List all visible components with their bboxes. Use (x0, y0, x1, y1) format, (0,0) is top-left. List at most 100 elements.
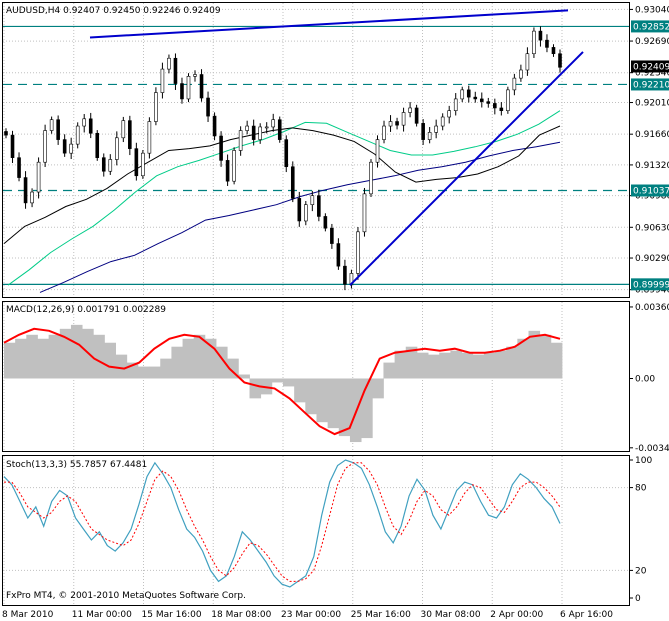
candle-body (427, 132, 432, 140)
grid (3, 3, 629, 605)
candle-body (362, 193, 367, 233)
candle-body (154, 92, 158, 122)
candle-body (82, 118, 87, 127)
candle-body (180, 83, 184, 100)
candle-body (290, 166, 295, 199)
y-tick-label: -0.00349 (635, 444, 669, 454)
candle-body (75, 125, 80, 145)
y-tick-label: 0.89940 (635, 286, 669, 296)
macd-bar (416, 352, 429, 379)
macd-bar (171, 346, 183, 379)
price-title: AUDUSD,H4 0.92407 0.92450 0.92246 0.9240… (6, 6, 221, 16)
macd-bar (26, 334, 38, 379)
candle-body (558, 53, 562, 68)
candle-body (167, 57, 171, 70)
macd-bar (283, 378, 295, 387)
candle-body (330, 227, 334, 244)
macd-bar (338, 378, 351, 437)
candle-body (206, 97, 210, 117)
macd-bar (483, 352, 496, 379)
y-tick-label: 0 (635, 594, 641, 604)
copyright-text: FxPro MT4, © 2001-2010 MetaQuotes Softwa… (6, 591, 246, 601)
candle-body (343, 265, 347, 285)
candle-body (440, 116, 445, 127)
macd-bar (316, 378, 329, 423)
candle-body (219, 135, 223, 161)
candle-body (499, 107, 504, 111)
candle-body (264, 126, 269, 129)
candle-body (225, 160, 230, 182)
candle-body (277, 119, 282, 140)
candle-body (173, 57, 178, 84)
macd-bar (271, 378, 284, 383)
candle-body (56, 119, 60, 140)
y-tick-label: 0.91320 (635, 161, 669, 171)
candle-body (382, 125, 386, 140)
macd-bar (59, 328, 72, 379)
macd-bar (160, 358, 172, 379)
candle-body (453, 98, 458, 111)
price-tag-box (631, 278, 669, 291)
candle-body (421, 123, 425, 140)
price-tag-box (631, 184, 669, 197)
macd-bar (48, 334, 61, 379)
candle-body (414, 107, 419, 124)
macd-bar (37, 338, 50, 379)
price-tag-label: 0.89999 (633, 280, 669, 290)
macd-series (3, 324, 563, 443)
candle-body (212, 115, 217, 137)
x-tick-label: 23 Mar 00:00 (281, 610, 341, 620)
stoch-signal-line (4, 462, 561, 582)
candle-body (62, 139, 67, 154)
candle-body (538, 30, 543, 41)
macd-bar (15, 338, 27, 379)
stoch-series (3, 459, 561, 588)
y-tick-label: 0.92010 (635, 99, 669, 109)
macd-bar (394, 350, 407, 379)
price-tag-box (631, 60, 669, 73)
candle-body (479, 98, 484, 102)
candle-body (447, 110, 452, 118)
macd-bar (450, 350, 462, 379)
candle-body (297, 198, 302, 222)
candle-body (356, 231, 360, 274)
macd-bar (193, 334, 206, 379)
macd-bar (93, 334, 105, 379)
macd-bar (405, 346, 418, 379)
y-tick-label: 0.90290 (635, 254, 669, 264)
candle-body (317, 195, 321, 217)
macd-signal-line (3, 327, 561, 436)
candle-body (30, 191, 34, 204)
x-tick-label: 11 Mar 00:00 (72, 610, 132, 620)
candle-body (506, 89, 510, 111)
macd-bar (238, 374, 250, 379)
macd-bar (550, 342, 563, 379)
macd-bar (294, 378, 306, 403)
stoch-panel (2, 455, 630, 606)
candle-body (134, 148, 139, 177)
macd-bar (204, 338, 217, 379)
y-tick-label: 0.91660 (635, 130, 669, 140)
candle-body (369, 161, 373, 195)
macd-bar (104, 342, 116, 379)
macd-bar (249, 378, 262, 399)
y-tick-label: 100 (635, 456, 652, 466)
macd-bar (539, 334, 552, 379)
y-tick-label: 0.92690 (635, 37, 669, 47)
candle-body (160, 68, 165, 93)
macd-bar (383, 362, 395, 379)
macd-bar (517, 338, 529, 379)
macd-bar (126, 362, 139, 379)
macd-bar (528, 330, 541, 379)
candle-body (486, 101, 491, 104)
x-tick-label: 18 Mar 08:00 (211, 610, 271, 620)
candle-body (401, 112, 406, 126)
candle-body (375, 139, 380, 163)
candle-body (10, 134, 15, 158)
trendline-upper (89, 9, 569, 39)
candle-body (95, 132, 100, 158)
candle-body (466, 89, 471, 98)
candle-body (408, 107, 412, 113)
x-tick-label: 2 Apr 00:00 (490, 610, 543, 620)
